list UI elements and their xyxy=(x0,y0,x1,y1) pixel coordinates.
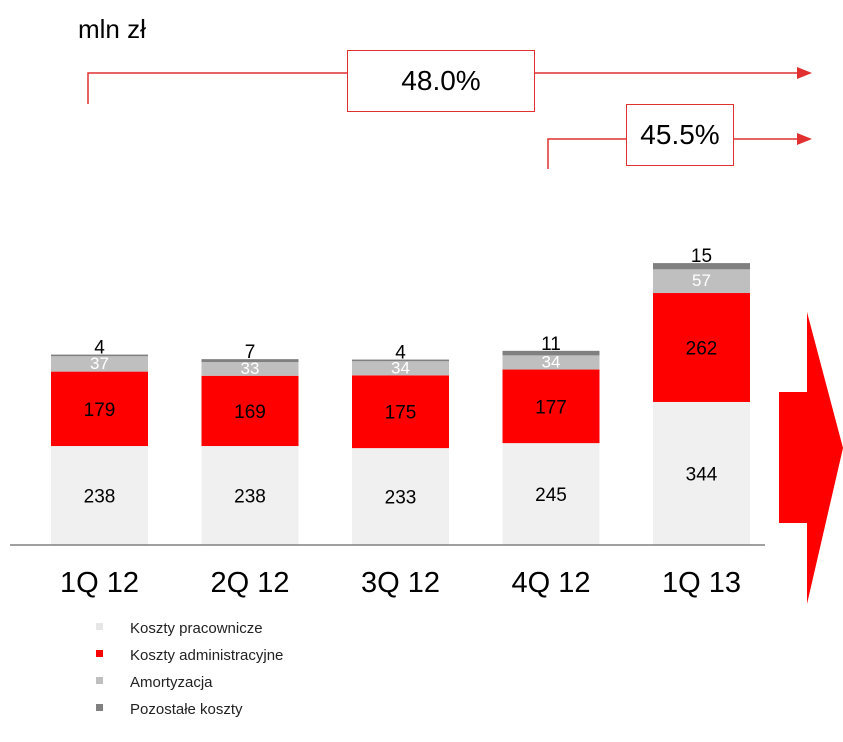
x-tick-label: 4Q 12 xyxy=(512,567,591,599)
data-label-koszty-pracownicze: 233 xyxy=(385,488,417,509)
ratio-box-48: 48.0% xyxy=(347,50,535,112)
ratio-box-45-5: 45.5% xyxy=(626,104,734,166)
big-right-arrow xyxy=(779,312,843,604)
data-label-pozostale-koszty: 4 xyxy=(395,343,406,364)
legend-label: Koszty administracyjne xyxy=(130,647,283,664)
data-label-koszty-pracownicze: 245 xyxy=(535,485,567,506)
data-label-pozostale-koszty: 7 xyxy=(245,342,256,363)
data-label-koszty-administracyjne: 262 xyxy=(686,338,718,359)
data-label-koszty-administracyjne: 179 xyxy=(84,400,116,421)
ratio-label-45-5: 45.5% xyxy=(640,119,719,150)
data-label-koszty-pracownicze: 238 xyxy=(234,487,266,508)
data-label-koszty-administracyjne: 177 xyxy=(535,397,567,418)
data-label-koszty-administracyjne: 169 xyxy=(234,402,266,423)
legend-swatch xyxy=(96,623,103,630)
data-label-pozostale-koszty: 15 xyxy=(691,246,712,267)
ratio-label-48: 48.0% xyxy=(401,65,480,96)
bars-group: 2381793742381693372331753442451773411344… xyxy=(51,246,750,545)
legend-label: Pozostałe koszty xyxy=(130,701,243,718)
legend-swatch xyxy=(96,704,103,711)
x-tick-label: 1Q 12 xyxy=(60,567,139,599)
data-label-pozostale-koszty: 11 xyxy=(541,334,561,355)
data-label-amortyzacja: 57 xyxy=(692,271,711,290)
legend-swatch xyxy=(96,677,103,684)
x-tick-label: 1Q 13 xyxy=(662,567,741,599)
legend-label: Koszty pracownicze xyxy=(130,620,263,637)
x-tick-label: 3Q 12 xyxy=(361,567,440,599)
data-label-pozostale-koszty: 4 xyxy=(94,338,105,359)
x-tick-label: 2Q 12 xyxy=(211,567,290,599)
data-label-koszty-pracownicze: 344 xyxy=(686,464,718,485)
data-label-koszty-pracownicze: 238 xyxy=(84,487,116,508)
legend-label: Amortyzacja xyxy=(130,674,213,691)
data-label-koszty-administracyjne: 175 xyxy=(385,403,417,424)
legend-swatch xyxy=(96,650,103,657)
x-tick-labels: 1Q 12 2Q 12 3Q 12 4Q 12 1Q 13 xyxy=(60,567,741,599)
